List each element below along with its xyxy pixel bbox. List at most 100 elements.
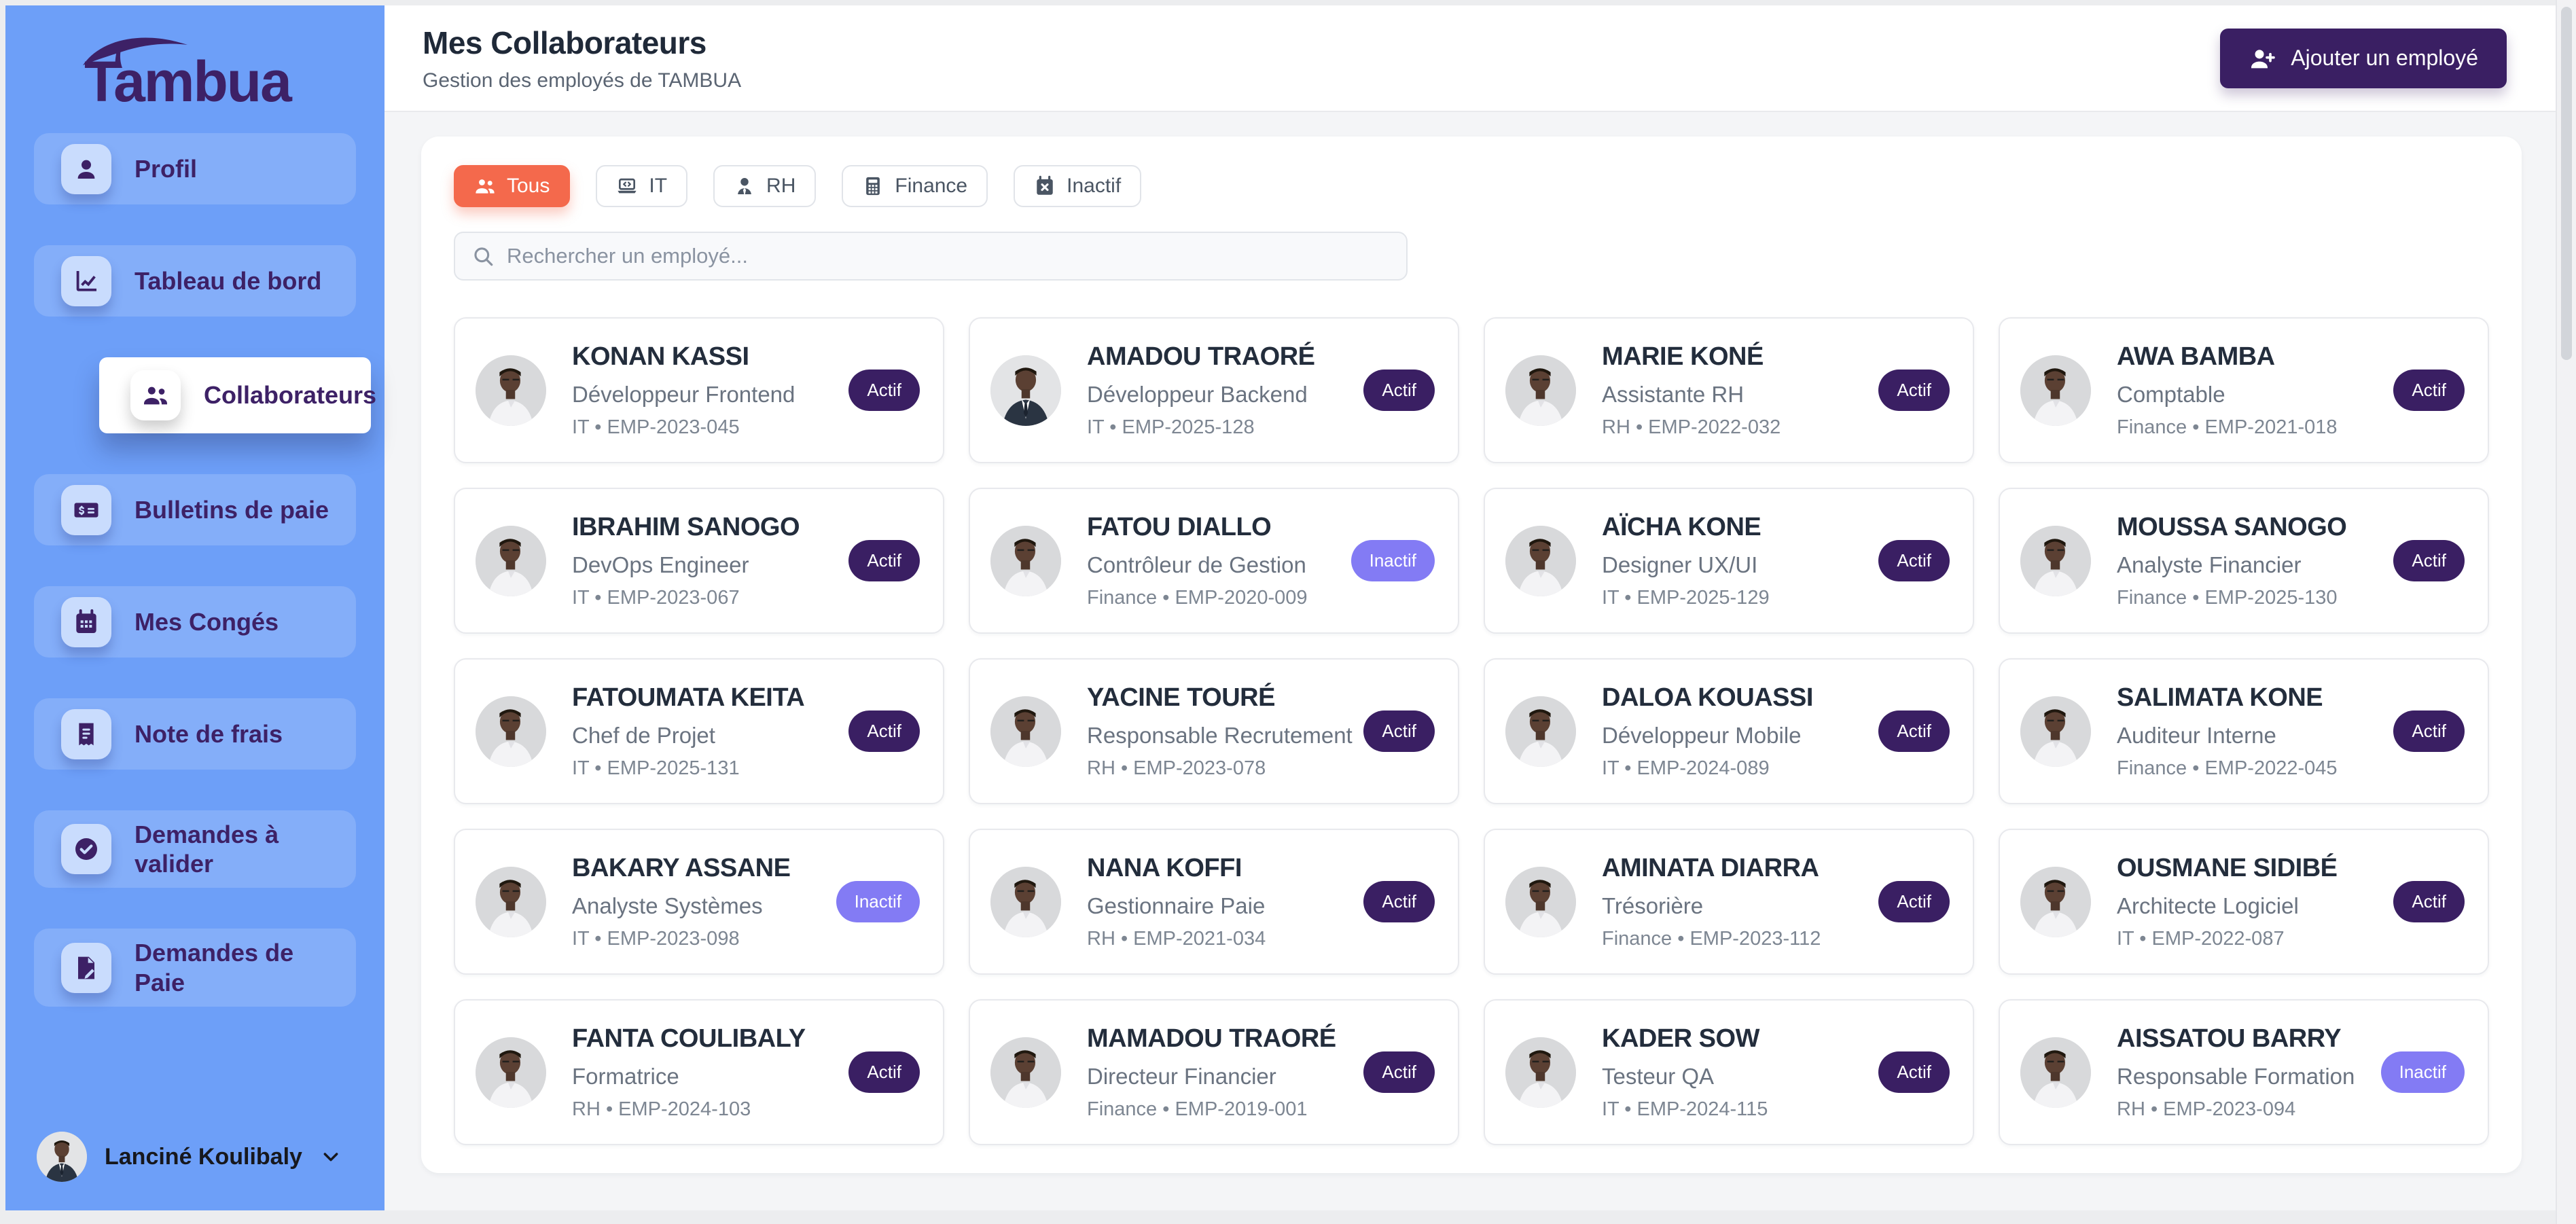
employee-photo [1505, 696, 1576, 767]
sidebar-item-label: Demandes à valider [135, 821, 279, 878]
employee-meta: RH • EMP-2024-103 [572, 1098, 751, 1120]
status-badge: Actif [1878, 370, 1950, 411]
employee-card[interactable]: AMINATA DIARRA Trésorière Finance • EMP-… [1484, 829, 1974, 975]
employee-card[interactable]: FATOU DIALLO Contrôleur de Gestion Finan… [969, 488, 1459, 634]
status-badge: Inactif [2380, 1051, 2465, 1093]
employee-name: KONAN KASSI [572, 342, 749, 371]
sidebar-item-collaborateurs[interactable]: Collaborateurs [99, 357, 376, 433]
employee-card[interactable]: FATOUMATA KEITA Chef de Projet IT • EMP-… [454, 658, 944, 804]
main-area: Mes Collaborateurs Gestion des employés … [384, 5, 2556, 1210]
employee-card[interactable]: NANA KOFFI Gestionnaire Paie RH • EMP-20… [969, 829, 1459, 975]
employee-meta: Finance • EMP-2021-018 [2117, 416, 2338, 438]
sidebar-item-note-de-frais[interactable]: Note de frais [34, 698, 356, 770]
circle-check-icon [61, 824, 111, 875]
employee-card[interactable]: BAKARY ASSANE Analyste Systèmes IT • EMP… [454, 829, 944, 975]
employee-card[interactable]: KADER SOW Testeur QA IT • EMP-2024-115 A… [1484, 999, 1974, 1145]
employee-card[interactable]: MARIE KONÉ Assistante RH RH • EMP-2022-0… [1484, 317, 1974, 463]
filter-button-finance[interactable]: Finance [842, 165, 988, 207]
employee-role: Responsable Formation [2117, 1063, 2355, 1089]
employee-card[interactable]: DALOA KOUASSI Développeur Mobile IT • EM… [1484, 658, 1974, 804]
search-input[interactable] [507, 244, 1390, 268]
employee-info: BAKARY ASSANE Analyste Systèmes IT • EMP… [572, 854, 836, 950]
calculator-icon [866, 177, 880, 196]
employee-card[interactable]: FANTA COULIBALY Formatrice RH • EMP-2024… [454, 999, 944, 1145]
chart-line-icon [61, 255, 111, 306]
filter-button-rh[interactable]: RH [713, 165, 817, 207]
employee-card[interactable]: SALIMATA KONE Auditeur Interne Finance •… [1999, 658, 2489, 804]
employee-card[interactable]: IBRAHIM SANOGO DevOps Engineer IT • EMP-… [454, 488, 944, 634]
employee-role: Directeur Financier [1087, 1063, 1276, 1089]
employee-meta: RH • EMP-2022-032 [1602, 416, 1781, 438]
employee-card[interactable]: AISSATOU BARRY Responsable Formation RH … [1999, 999, 2489, 1145]
status-badge: Actif [1363, 1051, 1435, 1093]
filter-button-it[interactable]: IT [596, 165, 688, 207]
employee-card[interactable]: MAMADOU TRAORÉ Directeur Financier Finan… [969, 999, 1459, 1145]
employee-name: MAMADOU TRAORÉ [1087, 1024, 1336, 1053]
employee-photo [1505, 355, 1576, 426]
employee-card[interactable]: AÏCHA KONE Designer UX/UI IT • EMP-2025-… [1484, 488, 1974, 634]
employee-card[interactable]: AMADOU TRAORÉ Développeur Backend IT • E… [969, 317, 1459, 463]
users-icon [130, 370, 181, 420]
sidebar-item-label: Tableau de bord [135, 266, 322, 295]
employee-meta: IT • EMP-2023-045 [572, 416, 740, 438]
sidebar-item-demandes-de-paie[interactable]: Demandes de Paie [34, 929, 356, 1007]
employee-role: Analyste Systèmes [572, 893, 763, 918]
filter-label: Tous [507, 175, 550, 197]
user-avatar [37, 1132, 87, 1182]
status-badge: Actif [848, 540, 920, 581]
page-subtitle: Gestion des employés de TAMBUA [423, 69, 742, 92]
employee-card[interactable]: OUSMANE SIDIBÉ Architecte Logiciel IT • … [1999, 829, 2489, 975]
employee-info: MAMADOU TRAORÉ Directeur Financier Finan… [1087, 1024, 1363, 1121]
employee-photo [990, 525, 1061, 596]
employees-panel: Tous IT RH Finance Inactif [421, 137, 2522, 1173]
sidebar-item-demandes-valider[interactable]: Demandes à valider [34, 810, 356, 888]
employee-role: Testeur QA [1602, 1063, 1715, 1089]
sidebar-item-profil[interactable]: Profil [34, 133, 356, 204]
employee-card[interactable]: KONAN KASSI Développeur Frontend IT • EM… [454, 317, 944, 463]
employee-name: AISSATOU BARRY [2117, 1024, 2342, 1053]
employee-name: AÏCHA KONE [1602, 512, 1761, 541]
filter-button-inactif[interactable]: Inactif [1014, 165, 1142, 207]
employee-photo [1505, 525, 1576, 596]
sidebar-item-label: Bulletins de paie [135, 495, 329, 524]
status-badge: Inactif [1350, 540, 1435, 581]
filter-label: Inactif [1067, 175, 1122, 197]
employee-name: BAKARY ASSANE [572, 853, 791, 882]
employee-info: MOUSSA SANOGO Analyste Financier Finance… [2117, 513, 2393, 609]
mushroom-cap-icon [83, 37, 187, 68]
employee-meta: IT • EMP-2024-089 [1602, 757, 1770, 779]
employee-card[interactable]: AWA BAMBA Comptable Finance • EMP-2021-0… [1999, 317, 2489, 463]
user-menu[interactable]: Lanciné Koulibaly [5, 1132, 384, 1182]
employee-card[interactable]: MOUSSA SANOGO Analyste Financier Finance… [1999, 488, 2489, 634]
employee-info: NANA KOFFI Gestionnaire Paie RH • EMP-20… [1087, 854, 1363, 950]
employee-card[interactable]: YACINE TOURÉ Responsable Recrutement RH … [969, 658, 1459, 804]
employee-role: Designer UX/UI [1602, 552, 1758, 577]
employee-meta: RH • EMP-2023-078 [1087, 757, 1266, 779]
employee-photo [476, 866, 546, 937]
add-employee-label: Ajouter un employé [2291, 46, 2478, 70]
employee-info: SALIMATA KONE Auditeur Interne Finance •… [2117, 683, 2393, 780]
employee-info: AISSATOU BARRY Responsable Formation RH … [2117, 1024, 2381, 1121]
status-badge: Actif [1878, 540, 1950, 581]
sidebar-item-mes-cong-s[interactable]: Mes Congés [34, 586, 356, 658]
employee-name: KADER SOW [1602, 1024, 1759, 1053]
sidebar-item-tableau-de-bord[interactable]: Tableau de bord [34, 245, 356, 317]
employee-info: FATOUMATA KEITA Chef de Projet IT • EMP-… [572, 683, 848, 780]
sidebar-item-bulletins-de-paie[interactable]: Bulletins de paie [34, 474, 356, 545]
filter-label: IT [649, 175, 668, 197]
employee-info: MARIE KONÉ Assistante RH RH • EMP-2022-0… [1602, 342, 1878, 439]
employee-photo [476, 525, 546, 596]
employee-photo [990, 696, 1061, 767]
employee-info: AMADOU TRAORÉ Développeur Backend IT • E… [1087, 342, 1363, 439]
employee-photo [1505, 1037, 1576, 1108]
employee-info: KADER SOW Testeur QA IT • EMP-2024-115 [1602, 1024, 1878, 1121]
filter-button-tous[interactable]: Tous [454, 165, 571, 207]
users-icon [476, 179, 495, 194]
employee-photo [2020, 696, 2091, 767]
user-plus-icon [2251, 49, 2276, 68]
add-employee-button[interactable]: Ajouter un employé [2220, 28, 2507, 88]
scrollbar-thumb[interactable] [2561, 7, 2572, 360]
user-icon [61, 143, 111, 194]
chevron-down-icon[interactable] [320, 1146, 342, 1168]
sidebar-item-label: Note de frais [135, 719, 283, 748]
